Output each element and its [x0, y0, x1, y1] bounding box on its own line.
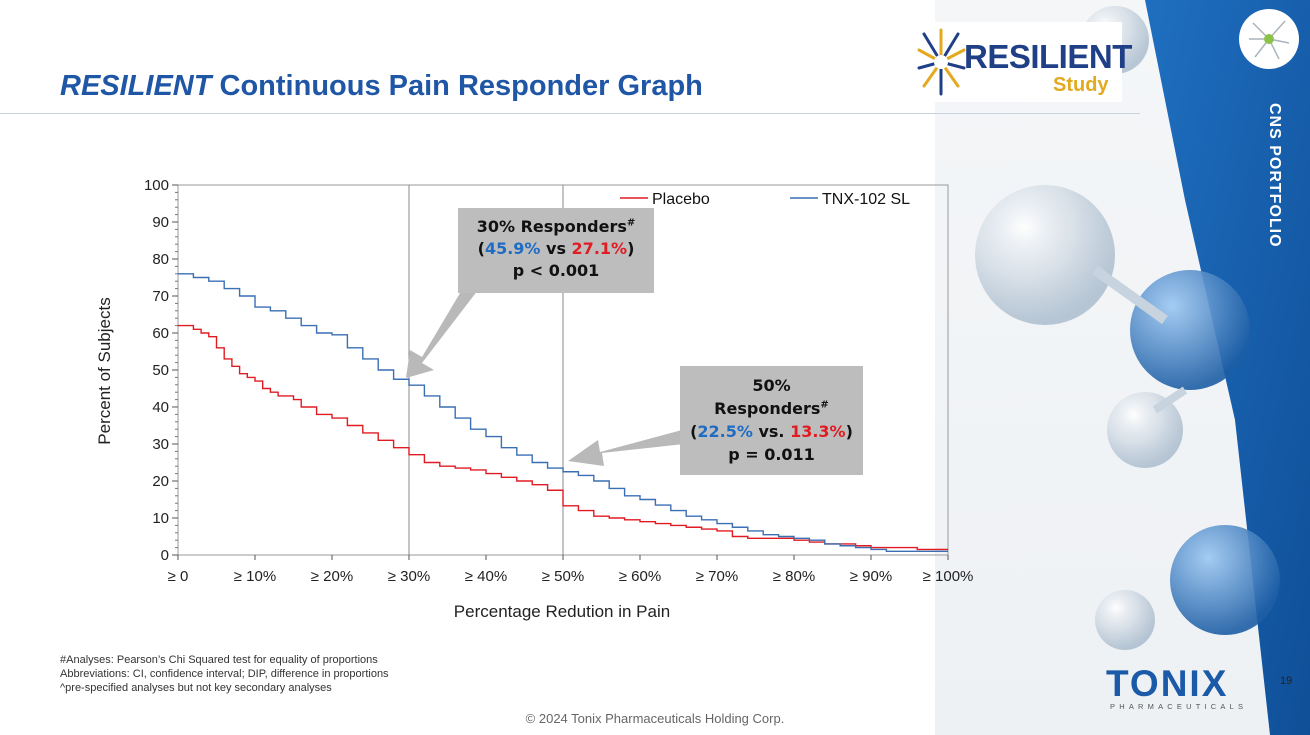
callout-50pct-sup: #: [820, 399, 829, 411]
callout-30pct-title: 30% Responders#: [458, 216, 654, 238]
callout-30pct-placebo: 27.1%: [571, 239, 628, 258]
tonix-logo-sub: PHARMACEUTICALS: [1110, 702, 1248, 711]
page-number: 19: [1280, 675, 1293, 687]
y-tick-label: 40: [152, 399, 169, 416]
series-line-tnx: [178, 273, 948, 552]
callout-arrow-30: [406, 283, 478, 378]
y-tick-label: 0: [161, 547, 169, 564]
footnote-line: ^pre-specified analyses but not key seco…: [60, 682, 332, 694]
x-axis-title: Percentage Redution in Pain: [454, 602, 670, 621]
x-tick-label: ≥ 70%: [696, 568, 738, 585]
decorative-background: [935, 0, 1310, 735]
y-tick-label: 80: [152, 251, 169, 268]
callout-30pct: 30% Responders# (45.9% vs 27.1%) p < 0.0…: [458, 208, 654, 293]
x-tick-label: ≥ 30%: [388, 568, 430, 585]
x-tick-label: ≥ 100%: [923, 568, 974, 585]
x-tick-label: ≥ 20%: [311, 568, 353, 585]
y-tick-label: 90: [152, 214, 169, 231]
callout-30pct-sup: #: [626, 217, 636, 229]
callout-arrow-50: [568, 430, 684, 466]
x-tick-label: ≥ 80%: [773, 568, 815, 585]
legend-label: Placebo: [652, 191, 710, 208]
sunburst-icon: [917, 28, 966, 96]
x-tick-label: ≥ 40%: [465, 568, 507, 585]
legend-label: TNX-102 SL: [822, 191, 910, 208]
callout-50pct: 50% Responders# (22.5% vs. 13.3%) p = 0.…: [680, 366, 863, 475]
title-divider: [0, 113, 1140, 114]
callout-50pct-vs: vs.: [752, 422, 791, 441]
y-tick-label: 20: [152, 473, 169, 490]
title-italic: RESILIENT: [60, 70, 212, 102]
y-tick-label: 10: [152, 510, 169, 527]
neuron-icon: [1239, 9, 1299, 69]
callout-30pct-label: 30% Responders: [476, 217, 627, 236]
y-axis-title: Percent of Subjects: [95, 297, 114, 444]
molecule-background-art: [975, 0, 1310, 735]
x-tick-label: ≥ 60%: [619, 568, 661, 585]
chart-svg: 0 10 20 30 40 50 60 70 80 90 100 ≥ 0 ≥ 10% ≥ 20% ≥ 30…: [95, 177, 974, 621]
logo-study: Study: [1053, 74, 1109, 96]
responder-chart: 0 10 20 30 40 50 60 70 80 90 100 ≥ 0 ≥ 10% ≥ 20% ≥ 30…: [90, 150, 990, 640]
tonix-logo: TONIX: [1106, 663, 1229, 704]
callout-50pct-line1: 50%: [752, 376, 791, 395]
y-tick-label: 50: [152, 362, 169, 379]
callout-50pct-label: Responders: [714, 399, 821, 418]
callout-30pct-tnx: 45.9%: [484, 239, 541, 258]
callout-50pct-values: (22.5% vs. 13.3%): [690, 422, 853, 441]
footnote-line: Abbreviations: CI, confidence interval; …: [60, 668, 389, 680]
x-tick-label: ≥ 0: [168, 568, 189, 585]
x-tick-label: ≥ 10%: [234, 568, 276, 585]
callout-50pct-placebo: 13.3%: [790, 422, 846, 441]
callout-30pct-vs: vs: [540, 239, 572, 258]
callout-50pct-title: Responders#: [680, 397, 863, 420]
callout-30pct-values: (45.9% vs 27.1%): [477, 239, 635, 258]
y-tick-label: 70: [152, 288, 169, 305]
logo-wordmark: RESILIENT: [964, 38, 1132, 75]
slide-title: RESILIENT Continuous Pain Responder Grap…: [60, 70, 703, 103]
series-line-placebo: [178, 324, 948, 551]
copyright: © 2024 Tonix Pharmaceuticals Holding Cor…: [525, 711, 785, 726]
callout-50pct-pvalue: p = 0.011: [728, 445, 815, 464]
x-tick-label: ≥ 50%: [542, 568, 584, 585]
y-tick-label: 100: [144, 177, 169, 194]
x-tick-label: ≥ 90%: [850, 568, 892, 585]
callout-50pct-tnx: 22.5%: [697, 422, 753, 441]
portfolio-label: CNS PORTFOLIO: [1266, 102, 1283, 248]
callout-30pct-pvalue: p < 0.001: [512, 261, 600, 280]
resilient-study-logo: RESILIENT Study: [914, 22, 1132, 102]
y-tick-label: 60: [152, 325, 169, 342]
footnote-line: #Analyses: Pearson’s Chi Squared test fo…: [60, 654, 378, 666]
title-rest: Continuous Pain Responder Graph: [211, 70, 703, 102]
y-tick-label: 30: [152, 436, 169, 453]
footnotes: #Analyses: Pearson’s Chi Squared test fo…: [60, 653, 389, 695]
